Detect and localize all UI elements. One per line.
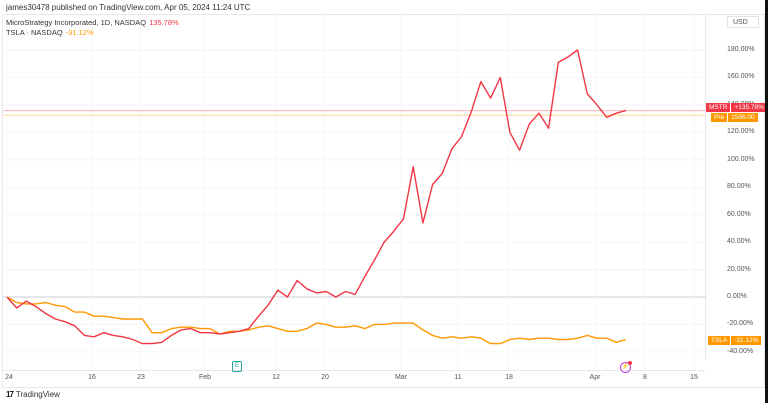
window-edge — [765, 0, 768, 403]
published-by: james30478 published on TradingView.com,… — [6, 3, 251, 12]
y-axis-label: 180.00% — [727, 46, 755, 54]
y-axis-label: 160.00% — [727, 73, 755, 81]
legend: MicroStrategy Incorporated, 1D, NASDAQ 13… — [6, 18, 179, 38]
x-axis-label: 16 — [88, 374, 96, 381]
series-line-mstr[interactable] — [6, 49, 627, 345]
x-axis-label: 8 — [643, 374, 647, 381]
x-axis-label: Apr — [589, 374, 601, 381]
pre-tag-value: 1596.00 — [728, 113, 758, 122]
tsla-tag-value: -31.12% — [731, 336, 762, 345]
currency-label[interactable]: USD — [727, 16, 759, 28]
legend-tsla-value: -31.12% — [65, 28, 94, 37]
footer-brand[interactable]: 17 TradingView — [6, 390, 60, 399]
y-axis-label: 40.00% — [727, 238, 751, 246]
legend-tsla[interactable]: TSLA · NASDAQ -31.12% — [6, 28, 179, 38]
x-axis-label: Mar — [394, 374, 408, 381]
notification-dot — [628, 361, 632, 365]
y-axis-label: 60.00% — [727, 210, 751, 218]
x-axis-label: 11 — [454, 374, 462, 381]
pre-tag-label: Pre — [711, 113, 728, 122]
brand-name: TradingView — [15, 390, 60, 399]
mstr-tag-ticker: MSTR — [706, 103, 731, 112]
y-axis-label: 20.00% — [727, 265, 751, 273]
legend-mstr-value: 135.78% — [149, 18, 179, 27]
mstr-price-tag: MSTR +135.78% — [706, 103, 767, 112]
x-axis-label: 18 — [505, 374, 513, 381]
y-axis-label: 80.00% — [727, 183, 751, 191]
pre-price-tag: Pre 1596.00 — [711, 113, 758, 122]
x-axis-label: 23 — [137, 374, 145, 381]
series-line-tsla[interactable] — [6, 296, 627, 345]
tsla-price-tag: TSLA -31.12% — [708, 336, 762, 345]
y-axis-label: 0.00% — [727, 293, 747, 300]
x-axis-label: Feb — [198, 374, 212, 381]
tsla-tag-ticker: TSLA — [708, 336, 731, 345]
x-axis-label: 12 — [272, 374, 280, 381]
y-axis-label: -40.00% — [727, 347, 754, 355]
x-axis-label: 24 — [5, 374, 13, 381]
y-axis-label: 100.00% — [727, 155, 755, 163]
legend-mstr-name: MicroStrategy Incorporated, 1D, NASDAQ — [6, 18, 147, 27]
x-axis-label: 15 — [690, 374, 698, 381]
dividend-flash-icon[interactable]: ⚡ — [620, 361, 632, 373]
earnings-marker-icon[interactable]: E — [232, 361, 242, 372]
flash-glyph: ⚡ — [621, 364, 630, 370]
x-axis[interactable] — [2, 370, 705, 385]
y-axis-label: 120.00% — [727, 128, 755, 136]
mstr-tag-value: +135.78% — [731, 103, 767, 112]
y-axis-label: -20.00% — [727, 320, 754, 328]
legend-tsla-name: TSLA · NASDAQ — [6, 28, 63, 37]
tradingview-logo-icon: 17 — [6, 390, 14, 399]
y-axis-separator — [705, 14, 706, 360]
x-axis-label: 20 — [321, 374, 329, 381]
legend-mstr[interactable]: MicroStrategy Incorporated, 1D, NASDAQ 13… — [6, 18, 179, 28]
chart-pane[interactable] — [2, 14, 765, 388]
